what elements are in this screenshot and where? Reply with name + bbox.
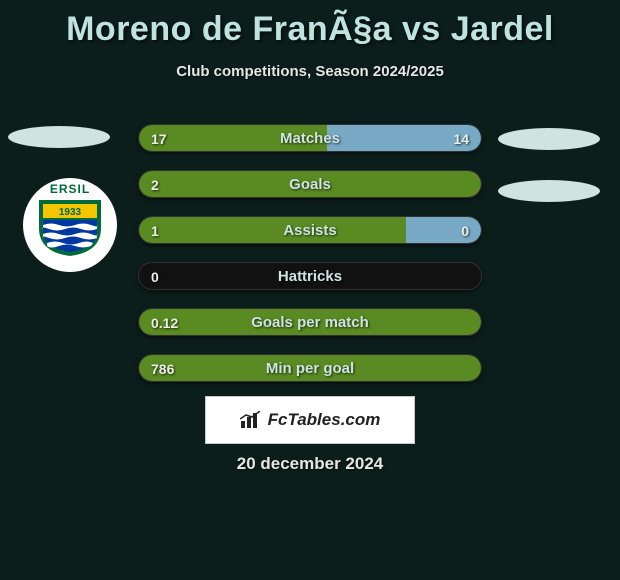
club-shield-icon: 1933: [37, 198, 103, 258]
stat-label: Assists: [139, 217, 481, 243]
stat-row: 2Goals: [138, 170, 482, 198]
stat-label: Hattricks: [139, 263, 481, 289]
brand-box[interactable]: FcTables.com: [205, 396, 415, 444]
player-oval: [498, 128, 600, 150]
player-oval: [498, 180, 600, 202]
stat-label: Matches: [139, 125, 481, 151]
stat-row: 0Hattricks: [138, 262, 482, 290]
stat-label: Goals per match: [139, 309, 481, 335]
date-label: 20 december 2024: [0, 454, 620, 474]
stat-label: Goals: [139, 171, 481, 197]
stats-container: 1714Matches 2Goals 10Assists 0Hattricks 0.12…: [138, 124, 482, 400]
stat-row: 0.12Goals per match: [138, 308, 482, 336]
stat-row: 10Assists: [138, 216, 482, 244]
stat-label: Min per goal: [139, 355, 481, 381]
stat-row: 786Min per goal: [138, 354, 482, 382]
page-title: Moreno de FranÃ§a vs Jardel: [0, 0, 620, 49]
brand-text: FcTables.com: [268, 410, 381, 430]
club-logo: ERSIL 1933: [23, 178, 117, 272]
stat-row: 1714Matches: [138, 124, 482, 152]
club-year: 1933: [59, 207, 82, 218]
player-oval: [8, 126, 110, 148]
chart-icon: [240, 411, 262, 429]
club-logo-text: ERSIL: [23, 182, 117, 196]
subtitle: Club competitions, Season 2024/2025: [0, 63, 620, 80]
